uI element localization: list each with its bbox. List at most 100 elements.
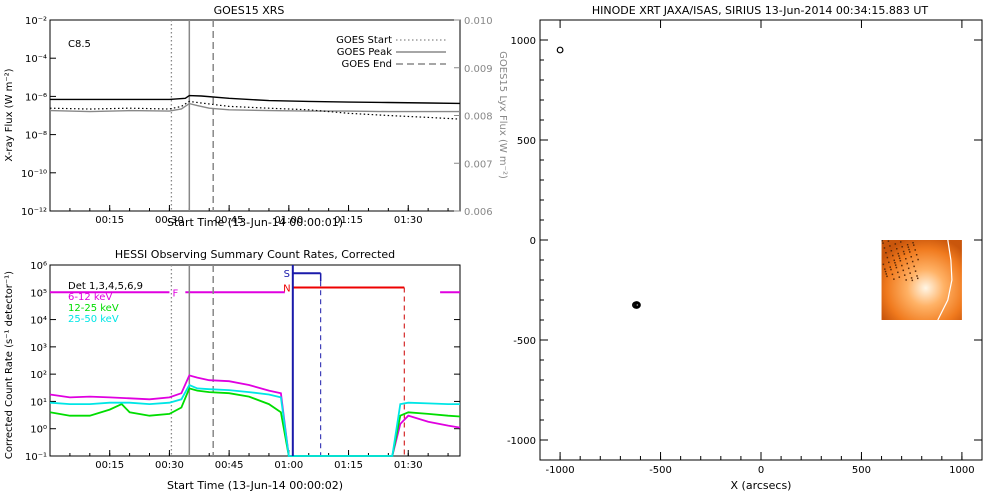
hessi-series-line-2 <box>49 383 460 457</box>
xrt-noise-speck <box>898 276 901 278</box>
xrt-noise-speck <box>887 240 890 242</box>
goes-legend-start-label: GOES Start <box>336 35 392 46</box>
xrt-noise-speck <box>913 265 915 268</box>
goes-y2-tick-label: 0.008 <box>464 112 493 123</box>
goes-plot-frame <box>49 19 461 212</box>
hessi-x-tick-label: 00:30 <box>155 460 184 471</box>
xrt-noise-speck <box>890 268 892 271</box>
xrt-noise-speck <box>901 246 903 248</box>
goes-y2-tick-label: 0.006 <box>464 207 493 218</box>
xrt-noise-speck <box>916 275 918 277</box>
xrt-noise-speck <box>882 242 884 244</box>
xrt-hessi-contour-3 <box>635 303 640 307</box>
goes-y-tick-label: 10⁻¹⁰ <box>21 169 47 180</box>
goes-x-tick-label: 01:15 <box>334 215 363 226</box>
hessi-flag-label-n: N <box>283 283 290 294</box>
hessi-legend: Det 1,3,4,5,6,9 6-12 keV 12-25 keV 25-50… <box>68 281 143 325</box>
hessi-x-tick-label: 01:15 <box>334 460 363 471</box>
xrt-image-inset <box>881 240 962 320</box>
goes-legend: GOES Start GOES Peak GOES End <box>336 35 446 70</box>
hessi-flag-label-f: F <box>173 288 179 299</box>
xrt-noise-speck <box>894 243 897 245</box>
hessi-y-tick-label: 10⁴ <box>30 316 47 327</box>
goes-series-line-0 <box>50 94 461 105</box>
xrt-solar-limb-arc <box>937 239 953 321</box>
goes-xlabel: Start Time (13-Jun-14 00:00:01) <box>167 216 343 229</box>
hessi-legend-25-50kev: 25-50 keV <box>68 314 119 325</box>
xrt-noise-speck <box>911 279 914 282</box>
xrt-noise-speck <box>881 240 884 242</box>
goes-y-tick-label: 10⁻⁴ <box>25 54 47 65</box>
xrt-xlabel: X (arcsecs) <box>731 479 792 492</box>
xrt-noise-speck <box>885 252 887 254</box>
goes-xrs-chart: GOES15 XRS Start Time (13-Jun-14 00:00:0… <box>4 4 508 229</box>
goes-ylabel: X-ray Flux (W m⁻²) <box>4 68 15 161</box>
xrt-y-tick-label: 1000 <box>511 36 536 47</box>
hessi-count-rate-chart: HESSI Observing Summary Count Rates, Cor… <box>4 248 461 492</box>
xrt-map-title: HINODE XRT JAXA/ISAS, SIRIUS 13-Jun-2014… <box>592 4 929 17</box>
xrt-noise-speck <box>902 269 905 272</box>
xrt-x-tick-label: 0 <box>758 465 764 476</box>
goes-y2-tick-label: 0.007 <box>464 159 493 170</box>
xrt-noise-speck <box>893 278 895 280</box>
xrt-noise-speck <box>892 254 894 257</box>
xrt-noise-speck <box>889 245 891 247</box>
xrt-noise-speck <box>917 258 919 261</box>
hessi-flag-label-s: S <box>284 269 290 280</box>
hessi-y-tick-label: 10¹ <box>30 397 47 408</box>
xrt-noise-speck <box>909 272 911 274</box>
hessi-y-tick-label: 10² <box>30 370 47 381</box>
xrt-noise-speck <box>912 242 914 244</box>
xrt-noise-speck <box>882 263 885 266</box>
xrt-y-tick-label: 0 <box>530 236 536 247</box>
xrt-noise-speck <box>896 248 898 250</box>
xrt-noise-speck <box>884 270 887 273</box>
goes-y-tick-label: 10⁻¹² <box>21 207 47 218</box>
goes-x-tick-label: 01:00 <box>274 215 303 226</box>
xrt-x-tick-label: 500 <box>852 465 871 476</box>
xrt-noise-speck <box>903 253 906 255</box>
xrt-noise-speck <box>891 273 894 276</box>
hinode-xrt-map: HINODE XRT JAXA/ISAS, SIRIUS 13-Jun-2014… <box>507 4 983 492</box>
xrt-noise-speck <box>893 259 895 262</box>
hessi-x-tick-label: 01:30 <box>394 460 423 471</box>
goes-legend-peak-label: GOES Peak <box>337 47 392 58</box>
goes-y-tick-label: 10⁻⁸ <box>25 131 47 142</box>
hessi-series-line-0 <box>49 374 461 457</box>
xrt-noise-speck <box>908 248 910 251</box>
goes-y-tick-label: 10⁻⁶ <box>25 92 47 103</box>
xrt-noise-speck <box>899 241 902 243</box>
hessi-x-tick-label: 01:00 <box>274 460 303 471</box>
xrt-noise-speck <box>897 271 899 274</box>
goes-y-tick-label: 10⁻² <box>25 16 47 27</box>
xrt-noise-speck <box>909 251 911 253</box>
xrt-noise-speck <box>898 255 900 257</box>
xrt-x-tick-label: -500 <box>649 465 672 476</box>
xrt-noise-speck <box>899 260 902 262</box>
xrt-noise-speck <box>911 260 914 263</box>
xrt-noise-speck <box>886 275 888 278</box>
hessi-legend-title: Det 1,3,4,5,6,9 <box>68 281 143 292</box>
xrt-noise-speck <box>915 254 918 256</box>
xrt-noise-speck <box>903 274 906 276</box>
xrt-noise-speck <box>894 264 897 266</box>
goes-x-tick-label: 00:45 <box>215 215 244 226</box>
hessi-legend-6-12kev: 6-12 keV <box>68 292 112 303</box>
xrt-noise-speck <box>901 264 903 267</box>
xrt-noise-speck <box>910 256 912 258</box>
goes-series-line-1 <box>49 102 460 113</box>
xrt-noise-speck <box>884 268 886 270</box>
xrt-noise-speck <box>883 247 886 249</box>
hessi-y-tick-label: 10⁵ <box>30 288 47 299</box>
hessi-y-tick-label: 10⁶ <box>30 261 47 272</box>
xrt-y-tick-label: -1000 <box>507 436 536 447</box>
xrt-x-tick-label: -1000 <box>546 465 575 476</box>
xrt-noise-speck <box>905 279 907 281</box>
xrt-noise-speck <box>907 267 910 270</box>
xrt-noise-speck <box>894 262 896 264</box>
xrt-noise-speck <box>906 244 909 246</box>
hessi-x-tick-label: 00:15 <box>95 460 124 471</box>
goes-y2label: GOES15 Lyx Flux (W m⁻²) <box>497 51 508 179</box>
goes-chart-title: GOES15 XRS <box>214 4 285 17</box>
xrt-noise-speck <box>886 256 889 259</box>
